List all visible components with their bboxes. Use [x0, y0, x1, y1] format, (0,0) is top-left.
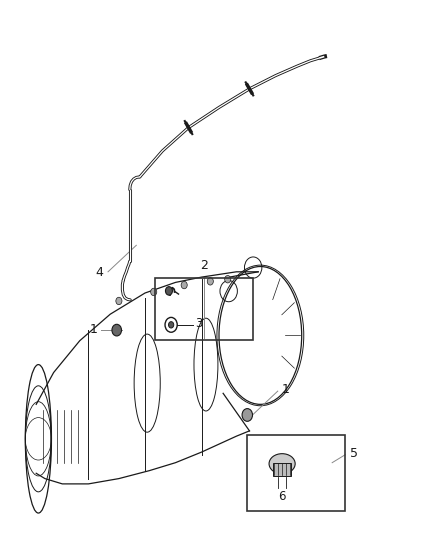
Text: 6: 6 — [279, 490, 286, 503]
Circle shape — [169, 321, 174, 328]
Circle shape — [151, 288, 157, 296]
Circle shape — [116, 297, 122, 305]
Text: 1: 1 — [282, 383, 290, 396]
Bar — [155, 278, 253, 340]
Bar — [247, 434, 345, 512]
Circle shape — [112, 324, 121, 336]
Circle shape — [181, 281, 187, 289]
Circle shape — [225, 276, 231, 283]
Text: 2: 2 — [200, 259, 208, 272]
FancyBboxPatch shape — [273, 463, 291, 476]
Text: 3: 3 — [195, 317, 202, 330]
Ellipse shape — [269, 454, 295, 474]
Text: 5: 5 — [350, 447, 357, 459]
Circle shape — [166, 287, 173, 295]
Circle shape — [207, 278, 213, 285]
Text: 4: 4 — [96, 266, 104, 279]
Circle shape — [242, 409, 253, 421]
Text: 1: 1 — [89, 322, 97, 336]
